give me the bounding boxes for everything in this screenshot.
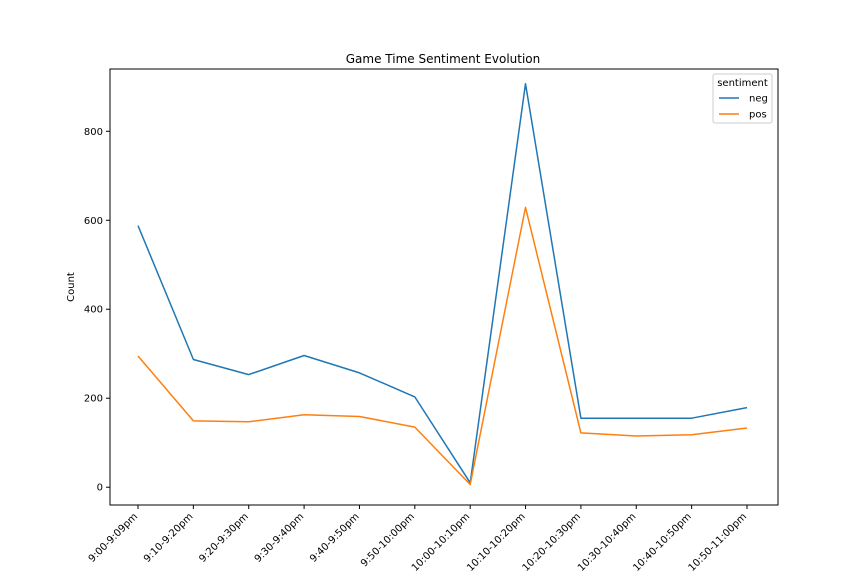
axes: 0 200 400 600 800 9:00-9:09pm 9:10-9:20pm 9:20-… [84, 127, 749, 574]
x-tick-label: 9:20-9:30pm [197, 511, 250, 564]
y-tick-label: 400 [84, 305, 103, 316]
plot-frame [109, 68, 779, 506]
x-tick-label: 10:20-10:30pm [521, 511, 583, 573]
x-tick-label: 10:50-11:00pm [687, 511, 749, 573]
x-tick-label: 9:40-9:50pm [308, 511, 361, 564]
x-tick-label: 9:50-10:00pm [359, 511, 417, 569]
x-tick-label: 9:00-9:09pm [87, 511, 140, 564]
x-tick-label: 10:10-10:20pm [465, 511, 527, 573]
x-tick-label: 10:00-10:10pm [410, 511, 472, 573]
legend-label-pos: pos [749, 110, 767, 121]
x-tick-label: 10:40-10:50pm [631, 511, 693, 573]
series-line-pos [137, 206, 748, 486]
x-tick-label: 10:30-10:40pm [576, 511, 638, 573]
chart-title: Game Time Sentiment Evolution [346, 52, 541, 66]
series-line-neg [137, 82, 748, 484]
legend-box [712, 73, 773, 124]
legend-title: sentiment [717, 78, 768, 89]
x-tick-label: 9:30-9:40pm [253, 511, 306, 564]
y-tick-label: 0 [97, 483, 103, 494]
legend: sentiment neg pos [712, 73, 773, 124]
y-axis-label: Count [66, 272, 77, 302]
series-lines [137, 82, 748, 486]
x-tick-label: 9:10-9:20pm [142, 511, 195, 564]
y-tick-label: 200 [84, 394, 103, 405]
y-tick-label: 800 [84, 127, 103, 138]
y-tick-label: 600 [84, 216, 103, 227]
legend-label-neg: neg [749, 94, 768, 105]
